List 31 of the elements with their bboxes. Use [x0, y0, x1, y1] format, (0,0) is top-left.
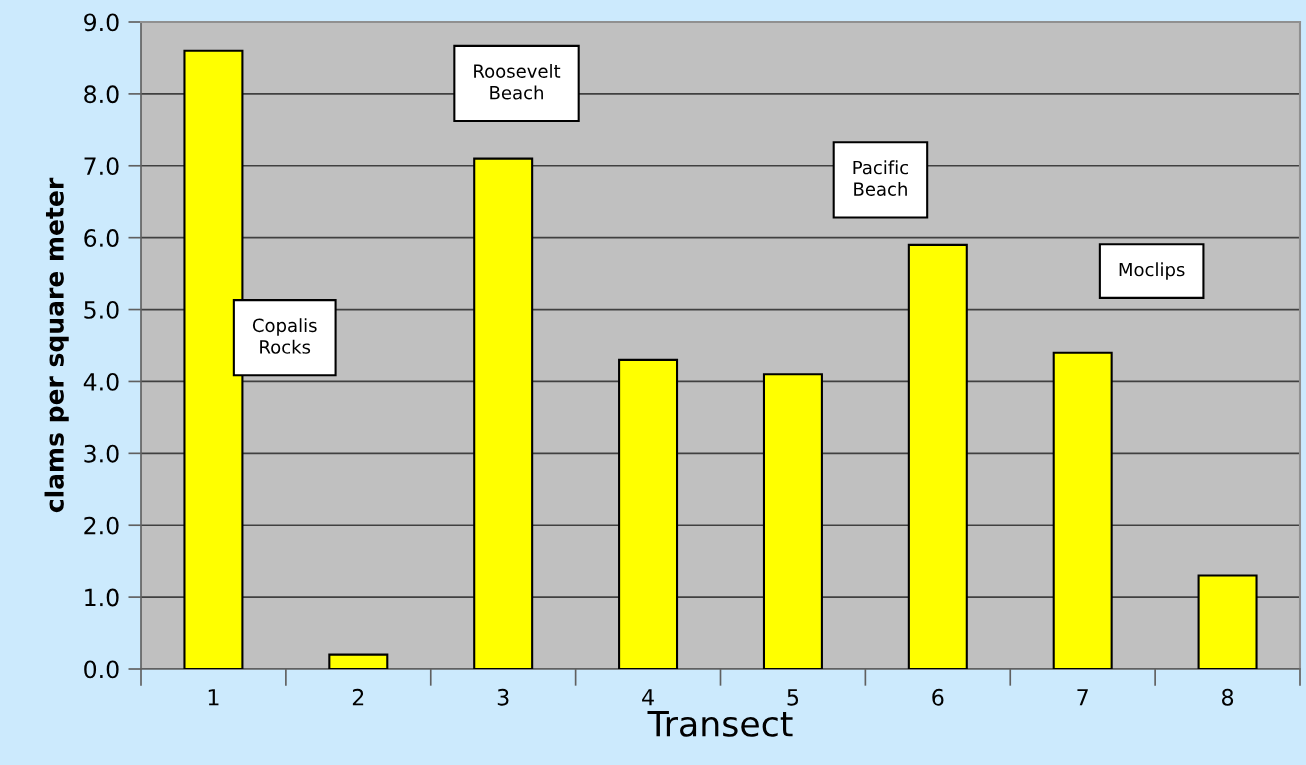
y-tick-label: 1.0	[85, 588, 119, 607]
x-tick-label: 8	[1222, 688, 1234, 706]
bar	[618, 358, 679, 669]
y-tick-label: 7.0	[84, 157, 119, 176]
x-tick-label: 3	[497, 688, 509, 706]
bar	[1052, 351, 1113, 669]
x-tick-label: 7	[1077, 689, 1088, 706]
x-tick-label: 1	[208, 689, 219, 706]
x-tick-label: 4	[642, 689, 654, 706]
bar	[328, 653, 389, 669]
x-tick-label: 6	[932, 688, 944, 706]
annotation: Copalis Rocks	[252, 318, 317, 354]
y-tick-label: 6.0	[84, 229, 119, 247]
y-tick-label: 4.0	[83, 372, 119, 391]
y-tick-label: 9.0	[84, 13, 119, 32]
x-tick-label: 5	[787, 689, 799, 706]
y-tick-label: 2.0	[84, 516, 119, 535]
y-tick-label: 0.0	[84, 660, 119, 679]
annotation: Moclips	[1119, 262, 1185, 280]
y-axis-title: clams per square meter	[44, 177, 69, 513]
bar	[473, 157, 534, 669]
x-axis-title: Transect	[647, 711, 793, 737]
x-tick-label: 2	[352, 688, 364, 706]
annotation: Pacific Beach	[853, 160, 909, 196]
annotation: Roosevelt Beach	[474, 63, 561, 100]
y-tick-label: 3.0	[84, 444, 119, 463]
bar	[762, 373, 823, 669]
bar	[907, 243, 968, 669]
bar	[1197, 574, 1258, 669]
y-tick-label: 8.0	[84, 85, 119, 104]
y-tick-label: 5.0	[84, 301, 119, 319]
